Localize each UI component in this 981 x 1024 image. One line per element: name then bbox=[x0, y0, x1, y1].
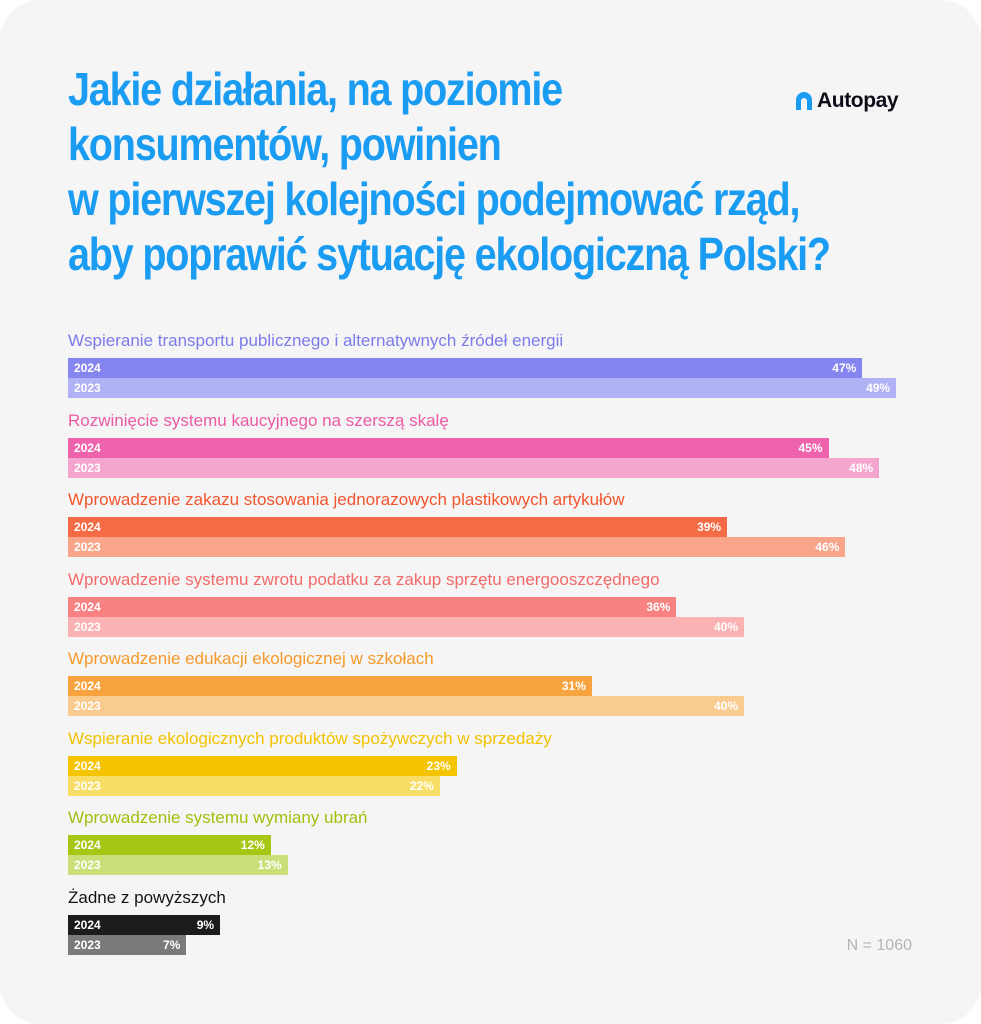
data-label: 31% bbox=[562, 676, 586, 696]
data-label: 12% bbox=[241, 835, 265, 855]
category-label: Wprowadzenie zakazu stosowania jednorazo… bbox=[68, 489, 625, 511]
series-label: 2024 bbox=[74, 517, 101, 537]
bar-2023: 2023 13% bbox=[68, 855, 288, 875]
data-label: 7% bbox=[163, 935, 180, 955]
data-label: 22% bbox=[410, 776, 434, 796]
series-label: 2023 bbox=[74, 537, 101, 557]
bar-2023: 2023 7% bbox=[68, 935, 186, 955]
series-label: 2023 bbox=[74, 696, 101, 716]
data-label: 23% bbox=[427, 756, 451, 776]
series-label: 2024 bbox=[74, 835, 101, 855]
data-label: 9% bbox=[197, 915, 214, 935]
bar-2023: 2023 49% bbox=[68, 378, 896, 398]
bar-2024: 2024 36% bbox=[68, 597, 676, 617]
series-label: 2024 bbox=[74, 756, 101, 776]
series-label: 2024 bbox=[74, 358, 101, 378]
series-label: 2023 bbox=[74, 378, 101, 398]
category-label: Wprowadzenie systemu wymiany ubrań bbox=[68, 807, 368, 829]
sample-size-note: N = 1060 bbox=[847, 937, 912, 955]
series-label: 2024 bbox=[74, 438, 101, 458]
data-label: 48% bbox=[849, 458, 873, 478]
series-label: 2024 bbox=[74, 676, 101, 696]
series-label: 2023 bbox=[74, 935, 101, 955]
bar-2023: 2023 40% bbox=[68, 696, 744, 716]
category-label: Wprowadzenie systemu zwrotu podatku za z… bbox=[68, 569, 660, 591]
category-label: Wspieranie ekologicznych produktów spoży… bbox=[68, 728, 552, 750]
category-label: Rozwinięcie systemu kaucyjnego na szersz… bbox=[68, 410, 449, 432]
data-label: 40% bbox=[714, 696, 738, 716]
category-label: Żadne z powyższych bbox=[68, 887, 226, 909]
bar-2023: 2023 40% bbox=[68, 617, 744, 637]
data-label: 36% bbox=[646, 597, 670, 617]
data-label: 45% bbox=[798, 438, 822, 458]
series-label: 2024 bbox=[74, 915, 101, 935]
bar-2024: 2024 9% bbox=[68, 915, 220, 935]
series-label: 2024 bbox=[74, 597, 101, 617]
series-label: 2023 bbox=[74, 617, 101, 637]
category-label: Wspieranie transportu publicznego i alte… bbox=[68, 330, 563, 352]
data-label: 46% bbox=[815, 537, 839, 557]
bar-2023: 2023 48% bbox=[68, 458, 879, 478]
data-label: 47% bbox=[832, 358, 856, 378]
bar-2024: 2024 39% bbox=[68, 517, 727, 537]
bar-2024: 2024 45% bbox=[68, 438, 829, 458]
bar-2024: 2024 31% bbox=[68, 676, 592, 696]
bar-2023: 2023 22% bbox=[68, 776, 440, 796]
bar-2023: 2023 46% bbox=[68, 537, 845, 557]
category-label: Wprowadzenie edukacji ekologicznej w szk… bbox=[68, 648, 434, 670]
bar-2024: 2024 47% bbox=[68, 358, 862, 378]
bar-2024: 2024 12% bbox=[68, 835, 271, 855]
data-label: 49% bbox=[866, 378, 890, 398]
series-label: 2023 bbox=[74, 458, 101, 478]
data-label: 40% bbox=[714, 617, 738, 637]
data-label: 39% bbox=[697, 517, 721, 537]
series-label: 2023 bbox=[74, 855, 101, 875]
bar-2024: 2024 23% bbox=[68, 756, 457, 776]
series-label: 2023 bbox=[74, 776, 101, 796]
data-label: 13% bbox=[258, 855, 282, 875]
